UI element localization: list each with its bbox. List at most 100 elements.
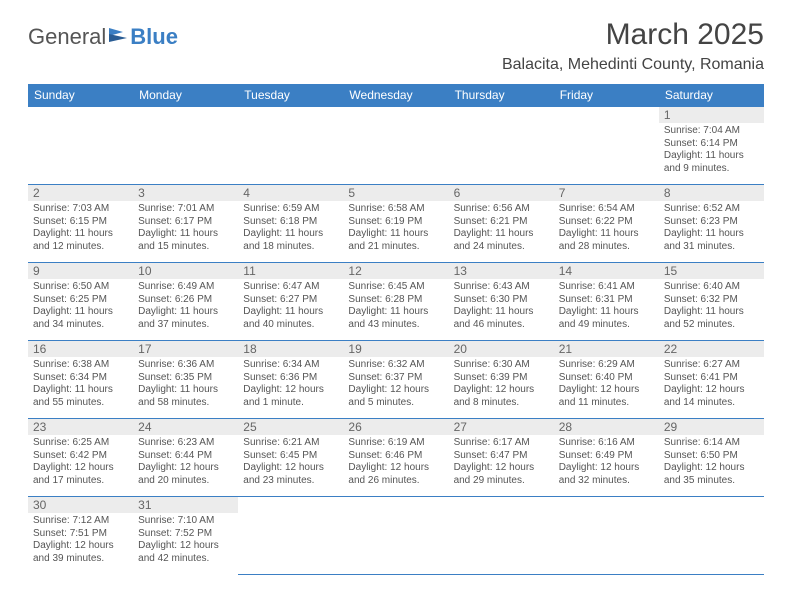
day-info: Sunrise: 7:03 AMSunset: 6:15 PMDaylight:… bbox=[33, 203, 128, 253]
daylight-line: Daylight: 12 hours and 17 minutes. bbox=[33, 462, 128, 487]
daylight-line: Daylight: 11 hours and 21 minutes. bbox=[348, 228, 443, 253]
calendar-day-cell bbox=[238, 497, 343, 575]
sunset-line: Sunset: 6:14 PM bbox=[664, 138, 759, 151]
day-info: Sunrise: 6:45 AMSunset: 6:28 PMDaylight:… bbox=[348, 281, 443, 331]
day-number: 29 bbox=[659, 419, 764, 435]
calendar-day-cell: 29Sunrise: 6:14 AMSunset: 6:50 PMDayligh… bbox=[659, 419, 764, 497]
day-info: Sunrise: 6:56 AMSunset: 6:21 PMDaylight:… bbox=[454, 203, 549, 253]
sunrise-line: Sunrise: 6:45 AM bbox=[348, 281, 443, 294]
sunset-line: Sunset: 6:37 PM bbox=[348, 372, 443, 385]
weekday-header: Thursday bbox=[449, 84, 554, 107]
daylight-line: Daylight: 11 hours and 43 minutes. bbox=[348, 306, 443, 331]
day-number: 21 bbox=[554, 341, 659, 357]
sunset-line: Sunset: 6:39 PM bbox=[454, 372, 549, 385]
calendar-table: Sunday Monday Tuesday Wednesday Thursday… bbox=[28, 84, 764, 575]
calendar-day-cell: 8Sunrise: 6:52 AMSunset: 6:23 PMDaylight… bbox=[659, 185, 764, 263]
day-number: 26 bbox=[343, 419, 448, 435]
sunset-line: Sunset: 6:36 PM bbox=[243, 372, 338, 385]
sunrise-line: Sunrise: 6:38 AM bbox=[33, 359, 128, 372]
calendar-day-cell: 5Sunrise: 6:58 AMSunset: 6:19 PMDaylight… bbox=[343, 185, 448, 263]
sunrise-line: Sunrise: 6:14 AM bbox=[664, 437, 759, 450]
sunset-line: Sunset: 6:26 PM bbox=[138, 294, 233, 307]
daylight-line: Daylight: 12 hours and 29 minutes. bbox=[454, 462, 549, 487]
logo: General Blue bbox=[28, 24, 178, 50]
calendar-day-cell: 4 Sunrise: 6:59 AMSunset: 6:18 PMDaylight… bbox=[238, 185, 343, 263]
sunset-line: Sunset: 6:44 PM bbox=[138, 450, 233, 463]
calendar-week-row: 9Sunrise: 6:50 AMSunset: 6:25 PMDaylight… bbox=[28, 263, 764, 341]
calendar-week-row: 30Sunrise: 7:12 AMSunset: 7:51 PMDayligh… bbox=[28, 497, 764, 575]
day-number: 17 bbox=[133, 341, 238, 357]
month-title: March 2025 bbox=[502, 18, 764, 52]
day-number: 28 bbox=[554, 419, 659, 435]
daylight-line: Daylight: 11 hours and 46 minutes. bbox=[454, 306, 549, 331]
daylight-line: Daylight: 11 hours and 34 minutes. bbox=[33, 306, 128, 331]
day-info: Sunrise: 6:59 AMSunset: 6:18 PMDaylight:… bbox=[243, 203, 338, 253]
calendar-week-row: 23Sunrise: 6:25 AMSunset: 6:42 PMDayligh… bbox=[28, 419, 764, 497]
day-number: 10 bbox=[133, 263, 238, 279]
daylight-line: Daylight: 11 hours and 52 minutes. bbox=[664, 306, 759, 331]
sunset-line: Sunset: 7:52 PM bbox=[138, 528, 233, 541]
sunrise-line: Sunrise: 6:41 AM bbox=[559, 281, 654, 294]
sunset-line: Sunset: 6:17 PM bbox=[138, 216, 233, 229]
day-info: Sunrise: 6:30 AMSunset: 6:39 PMDaylight:… bbox=[454, 359, 549, 409]
day-number: 11 bbox=[238, 263, 343, 279]
daylight-line: Daylight: 11 hours and 24 minutes. bbox=[454, 228, 549, 253]
logo-text-general: General bbox=[28, 24, 106, 50]
day-info: Sunrise: 6:47 AMSunset: 6:27 PMDaylight:… bbox=[243, 281, 338, 331]
weekday-header: Sunday bbox=[28, 84, 133, 107]
calendar-day-cell: 26 Sunrise: 6:19 AMSunset: 6:46 PMDayligh… bbox=[343, 419, 448, 497]
day-number: 16 bbox=[28, 341, 133, 357]
calendar-day-cell bbox=[238, 107, 343, 185]
calendar-day-cell: 6 Sunrise: 6:56 AMSunset: 6:21 PMDaylight… bbox=[449, 185, 554, 263]
day-number: 4 bbox=[238, 185, 343, 201]
sunrise-line: Sunrise: 6:43 AM bbox=[454, 281, 549, 294]
sunset-line: Sunset: 6:42 PM bbox=[33, 450, 128, 463]
day-number: 18 bbox=[238, 341, 343, 357]
sunset-line: Sunset: 6:27 PM bbox=[243, 294, 338, 307]
daylight-line: Daylight: 11 hours and 49 minutes. bbox=[559, 306, 654, 331]
sunset-line: Sunset: 6:25 PM bbox=[33, 294, 128, 307]
day-number: 8 bbox=[659, 185, 764, 201]
calendar-day-cell: 13 Sunrise: 6:43 AMSunset: 6:30 PMDayligh… bbox=[449, 263, 554, 341]
daylight-line: Daylight: 12 hours and 26 minutes. bbox=[348, 462, 443, 487]
day-info: Sunrise: 6:50 AMSunset: 6:25 PMDaylight:… bbox=[33, 281, 128, 331]
calendar-day-cell bbox=[28, 107, 133, 185]
calendar-day-cell bbox=[554, 497, 659, 575]
calendar-day-cell: 31Sunrise: 7:10 AMSunset: 7:52 PMDayligh… bbox=[133, 497, 238, 575]
day-number: 6 bbox=[449, 185, 554, 201]
sunrise-line: Sunrise: 6:19 AM bbox=[348, 437, 443, 450]
sunrise-line: Sunrise: 6:17 AM bbox=[454, 437, 549, 450]
day-info: Sunrise: 6:25 AMSunset: 6:42 PMDaylight:… bbox=[33, 437, 128, 487]
sunset-line: Sunset: 7:51 PM bbox=[33, 528, 128, 541]
day-number: 5 bbox=[343, 185, 448, 201]
sunrise-line: Sunrise: 6:56 AM bbox=[454, 203, 549, 216]
sunset-line: Sunset: 6:31 PM bbox=[559, 294, 654, 307]
day-info: Sunrise: 6:43 AMSunset: 6:30 PMDaylight:… bbox=[454, 281, 549, 331]
calendar-day-cell: 30Sunrise: 7:12 AMSunset: 7:51 PMDayligh… bbox=[28, 497, 133, 575]
day-number: 15 bbox=[659, 263, 764, 279]
daylight-line: Daylight: 11 hours and 15 minutes. bbox=[138, 228, 233, 253]
day-info: Sunrise: 6:29 AMSunset: 6:40 PMDaylight:… bbox=[559, 359, 654, 409]
day-number: 13 bbox=[449, 263, 554, 279]
sunrise-line: Sunrise: 6:30 AM bbox=[454, 359, 549, 372]
sunset-line: Sunset: 6:46 PM bbox=[348, 450, 443, 463]
weekday-header-row: Sunday Monday Tuesday Wednesday Thursday… bbox=[28, 84, 764, 107]
calendar-day-cell: 12Sunrise: 6:45 AMSunset: 6:28 PMDayligh… bbox=[343, 263, 448, 341]
weekday-header: Monday bbox=[133, 84, 238, 107]
daylight-line: Daylight: 11 hours and 18 minutes. bbox=[243, 228, 338, 253]
sunrise-line: Sunrise: 6:49 AM bbox=[138, 281, 233, 294]
calendar-day-cell: 9Sunrise: 6:50 AMSunset: 6:25 PMDaylight… bbox=[28, 263, 133, 341]
calendar-day-cell: 1Sunrise: 7:04 AMSunset: 6:14 PMDaylight… bbox=[659, 107, 764, 185]
calendar-day-cell: 3Sunrise: 7:01 AMSunset: 6:17 PMDaylight… bbox=[133, 185, 238, 263]
sunrise-line: Sunrise: 6:47 AM bbox=[243, 281, 338, 294]
day-info: Sunrise: 6:32 AMSunset: 6:37 PMDaylight:… bbox=[348, 359, 443, 409]
calendar-day-cell bbox=[343, 107, 448, 185]
weekday-header: Saturday bbox=[659, 84, 764, 107]
calendar-day-cell: 17Sunrise: 6:36 AMSunset: 6:35 PMDayligh… bbox=[133, 341, 238, 419]
day-number: 22 bbox=[659, 341, 764, 357]
sunset-line: Sunset: 6:18 PM bbox=[243, 216, 338, 229]
day-info: Sunrise: 6:40 AMSunset: 6:32 PMDaylight:… bbox=[664, 281, 759, 331]
calendar-day-cell: 14Sunrise: 6:41 AMSunset: 6:31 PMDayligh… bbox=[554, 263, 659, 341]
sunrise-line: Sunrise: 7:04 AM bbox=[664, 125, 759, 138]
sunset-line: Sunset: 6:32 PM bbox=[664, 294, 759, 307]
